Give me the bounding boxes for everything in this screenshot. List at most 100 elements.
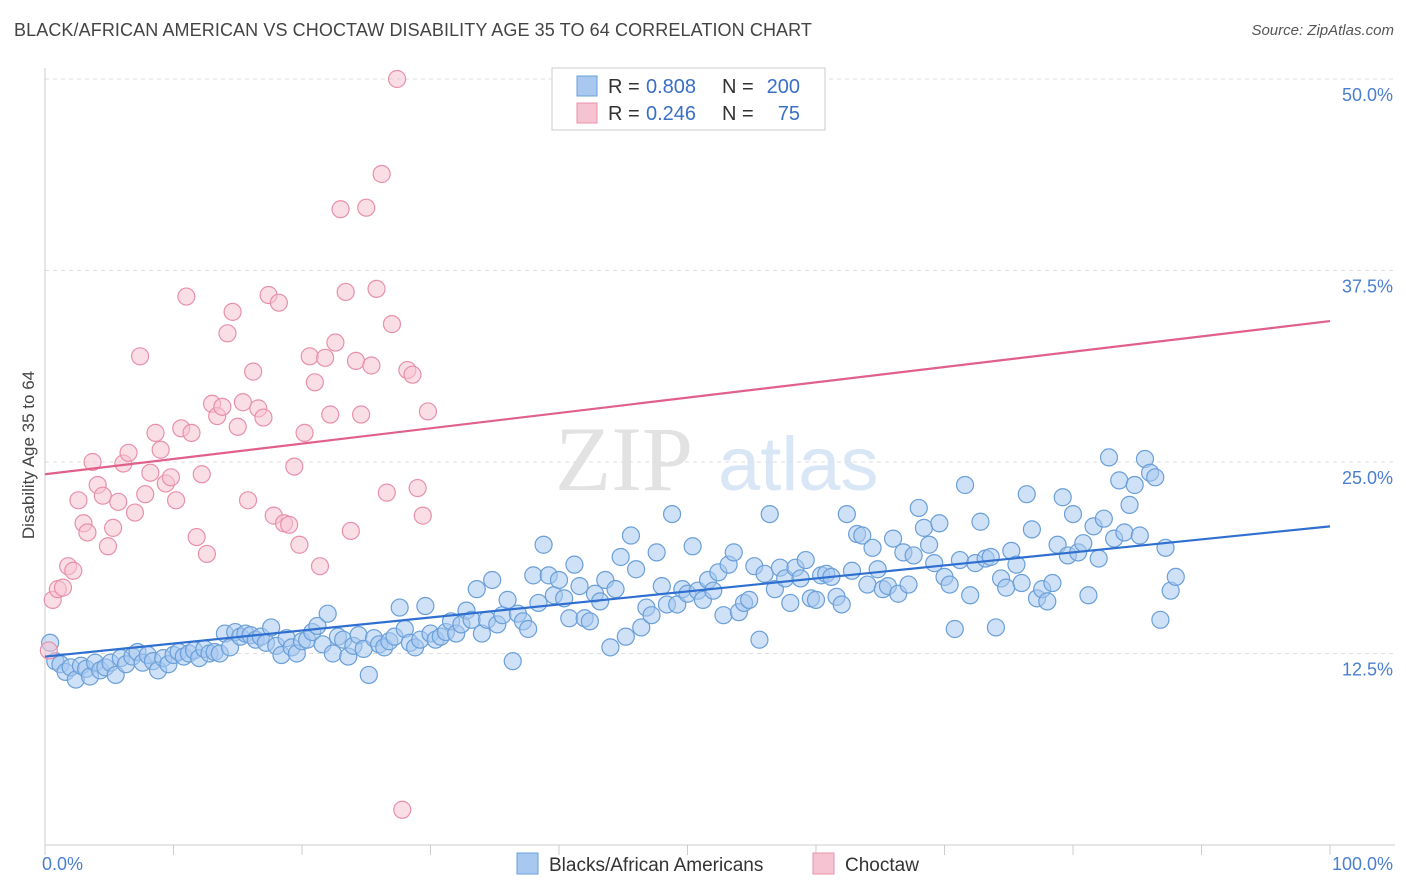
series-choctaw-points xyxy=(39,69,438,819)
choctaw-point-20 xyxy=(141,463,160,482)
choctaw-point-54 xyxy=(316,348,335,367)
blacks-point-111 xyxy=(611,547,630,567)
choctaw-point-35 xyxy=(218,324,237,343)
blacks-point-99 xyxy=(549,570,569,590)
bottom-legend: Blacks/African Americans Choctaw xyxy=(516,852,919,876)
legend-swatch-blue xyxy=(576,75,598,97)
blacks-point-83 xyxy=(467,580,486,599)
watermark-atlas: atlas xyxy=(718,422,879,507)
blacks-point-54 xyxy=(318,604,337,623)
choctaw-point-14 xyxy=(109,492,128,511)
blacks-point-62 xyxy=(359,665,378,685)
choctaw-point-50 xyxy=(295,423,314,442)
chart-title: BLACK/AFRICAN AMERICAN VS CHOCTAW DISABI… xyxy=(14,20,813,40)
choctaw-point-45 xyxy=(269,293,288,312)
blacks-point-43 xyxy=(262,618,281,637)
blacks-point-161 xyxy=(868,560,887,579)
choctaw-point-12 xyxy=(98,537,118,556)
blacks-point-147 xyxy=(796,550,815,570)
blacks-point-68 xyxy=(390,598,409,617)
blacks-point-216 xyxy=(1151,610,1170,629)
choctaw-point-34 xyxy=(213,397,232,416)
blacks-point-102 xyxy=(565,555,584,574)
blacks-point-176 xyxy=(945,619,964,639)
legend-r-label-1: R = xyxy=(608,76,640,98)
blacks-point-206 xyxy=(1099,448,1119,467)
x-tick-label-0: 0.0% xyxy=(42,854,83,874)
blacks-point-121 xyxy=(662,504,682,524)
blacks-point-195 xyxy=(1043,573,1062,593)
blacks-point-139 xyxy=(755,564,774,583)
choctaw-point-68 xyxy=(387,69,407,89)
blacks-point-101 xyxy=(560,609,579,628)
choctaw-point-63 xyxy=(362,356,381,375)
blacks-point-197 xyxy=(1053,488,1072,507)
blacks-point-93 xyxy=(519,619,538,639)
choctaw-point-5 xyxy=(64,561,83,580)
source-credit: Source: ZipAtlas.com xyxy=(1251,22,1394,39)
choctaw-point-25 xyxy=(166,491,186,510)
blacks-point-73 xyxy=(416,596,435,616)
choctaw-point-57 xyxy=(331,200,350,219)
blacks-point-179 xyxy=(961,586,980,605)
blacks-point-184 xyxy=(986,618,1006,637)
blacks-point-115 xyxy=(632,618,651,637)
choctaw-point-69 xyxy=(393,800,412,819)
blacks-point-95 xyxy=(529,593,548,613)
blacks-point-114 xyxy=(626,560,646,579)
blacks-point-169 xyxy=(909,498,928,518)
blacks-point-144 xyxy=(781,593,800,613)
choctaw-point-67 xyxy=(382,315,402,334)
blacks-point-110 xyxy=(606,580,625,599)
choctaw-point-27 xyxy=(177,287,196,306)
blacks-point-155 xyxy=(837,504,856,524)
blacks-point-125 xyxy=(683,537,702,556)
choctaw-point-53 xyxy=(310,557,330,576)
y-tick-label-2: 37.5% xyxy=(1342,277,1393,297)
bottom-legend-swatch-pink xyxy=(812,852,835,875)
blacks-point-211 xyxy=(1125,475,1144,495)
blacks-point-90 xyxy=(503,652,522,671)
choctaw-point-71 xyxy=(403,365,422,384)
blacks-point-117 xyxy=(642,606,661,625)
choctaw-point-17 xyxy=(125,503,145,522)
choctaw-point-59 xyxy=(341,521,360,541)
choctaw-point-6 xyxy=(69,491,88,510)
blacks-point-156 xyxy=(842,561,862,580)
blacks-point-212 xyxy=(1130,526,1149,545)
bottom-legend-label-pink: Choctaw xyxy=(845,855,919,876)
blacks-point-164 xyxy=(883,529,903,548)
axes xyxy=(44,68,1395,855)
choctaw-point-16 xyxy=(119,443,138,462)
blacks-point-199 xyxy=(1063,504,1083,524)
blacks-point-113 xyxy=(621,526,641,545)
y-tick-label-3: 50.0% xyxy=(1342,85,1393,105)
blacks-point-177 xyxy=(950,550,970,570)
blacks-point-209 xyxy=(1115,523,1134,542)
legend: R = 0.808 N = 200 R = 0.246 N = 75 xyxy=(551,67,826,131)
blacks-point-186 xyxy=(997,578,1016,597)
blacks-point-194 xyxy=(1038,592,1057,611)
blacks-point-89 xyxy=(498,590,517,609)
legend-r-value-1: 0.808 xyxy=(646,76,696,98)
choctaw-point-18 xyxy=(130,347,150,366)
choctaw-point-52 xyxy=(305,373,324,392)
legend-n-value-2: 75 xyxy=(778,103,800,125)
choctaw-point-51 xyxy=(300,347,319,366)
blacks-point-183 xyxy=(981,547,1000,567)
choctaw-point-9 xyxy=(83,452,102,472)
legend-swatch-pink xyxy=(576,102,598,124)
choctaw-point-30 xyxy=(192,465,211,484)
choctaw-point-49 xyxy=(290,535,309,554)
choctaw-point-65 xyxy=(372,164,391,184)
blacks-point-105 xyxy=(580,612,599,631)
blacks-point-159 xyxy=(858,575,877,594)
choctaw-point-72 xyxy=(408,478,427,498)
y-tick-label-1: 25.0% xyxy=(1342,468,1393,488)
blacks-point-136 xyxy=(740,590,759,609)
blacks-point-86 xyxy=(483,570,502,590)
blacks-point-103 xyxy=(570,576,589,596)
choctaw-point-28 xyxy=(182,423,201,442)
blacks-point-178 xyxy=(955,475,975,495)
choctaw-point-64 xyxy=(367,279,386,298)
